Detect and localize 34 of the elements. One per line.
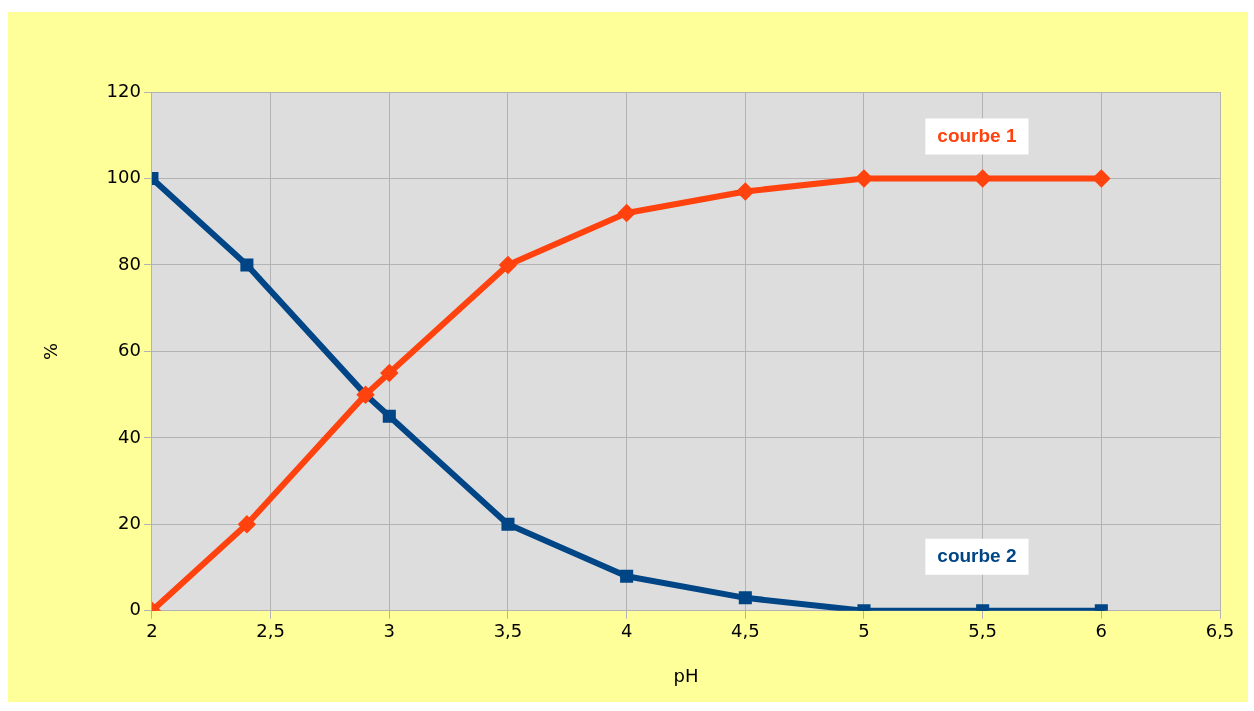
y-tick-label: 20 bbox=[118, 512, 141, 534]
x-tick-label: 5 bbox=[858, 620, 870, 642]
point bbox=[499, 256, 516, 273]
y-tick-label: 80 bbox=[118, 252, 141, 274]
x-tick-label: 2 bbox=[146, 620, 158, 642]
x-tick-label: 4 bbox=[620, 620, 633, 642]
point bbox=[238, 516, 255, 533]
point bbox=[620, 569, 634, 583]
point bbox=[381, 365, 398, 382]
x-tick-label: 6,5 bbox=[1205, 620, 1235, 642]
x-tick-label: 3,5 bbox=[493, 620, 523, 642]
y-tick-label: 100 bbox=[106, 166, 141, 188]
series-label: courbe 1 bbox=[937, 124, 1017, 146]
x-tick-label: 6 bbox=[1095, 620, 1108, 642]
point bbox=[240, 258, 254, 272]
point bbox=[738, 591, 752, 605]
point bbox=[737, 183, 754, 200]
point bbox=[855, 170, 872, 187]
y-tick-label: 0 bbox=[129, 598, 141, 620]
y-axis-title: % bbox=[40, 342, 62, 360]
y-tick-label: 60 bbox=[118, 339, 141, 361]
x-axis-title: pH bbox=[673, 664, 699, 686]
x-tick-label: 5,5 bbox=[968, 620, 997, 642]
point bbox=[974, 170, 991, 187]
point bbox=[501, 517, 515, 531]
point bbox=[382, 409, 396, 423]
y-tick-label: 120 bbox=[106, 79, 141, 101]
x-tick-label: 3 bbox=[383, 620, 396, 642]
y-tick-label: 40 bbox=[118, 425, 141, 447]
point bbox=[1093, 170, 1110, 187]
text: courbe 2 bbox=[937, 545, 1017, 567]
x-tick-label: 2,5 bbox=[256, 620, 285, 642]
point bbox=[618, 205, 635, 222]
x-tick-label: 4,5 bbox=[730, 620, 760, 642]
